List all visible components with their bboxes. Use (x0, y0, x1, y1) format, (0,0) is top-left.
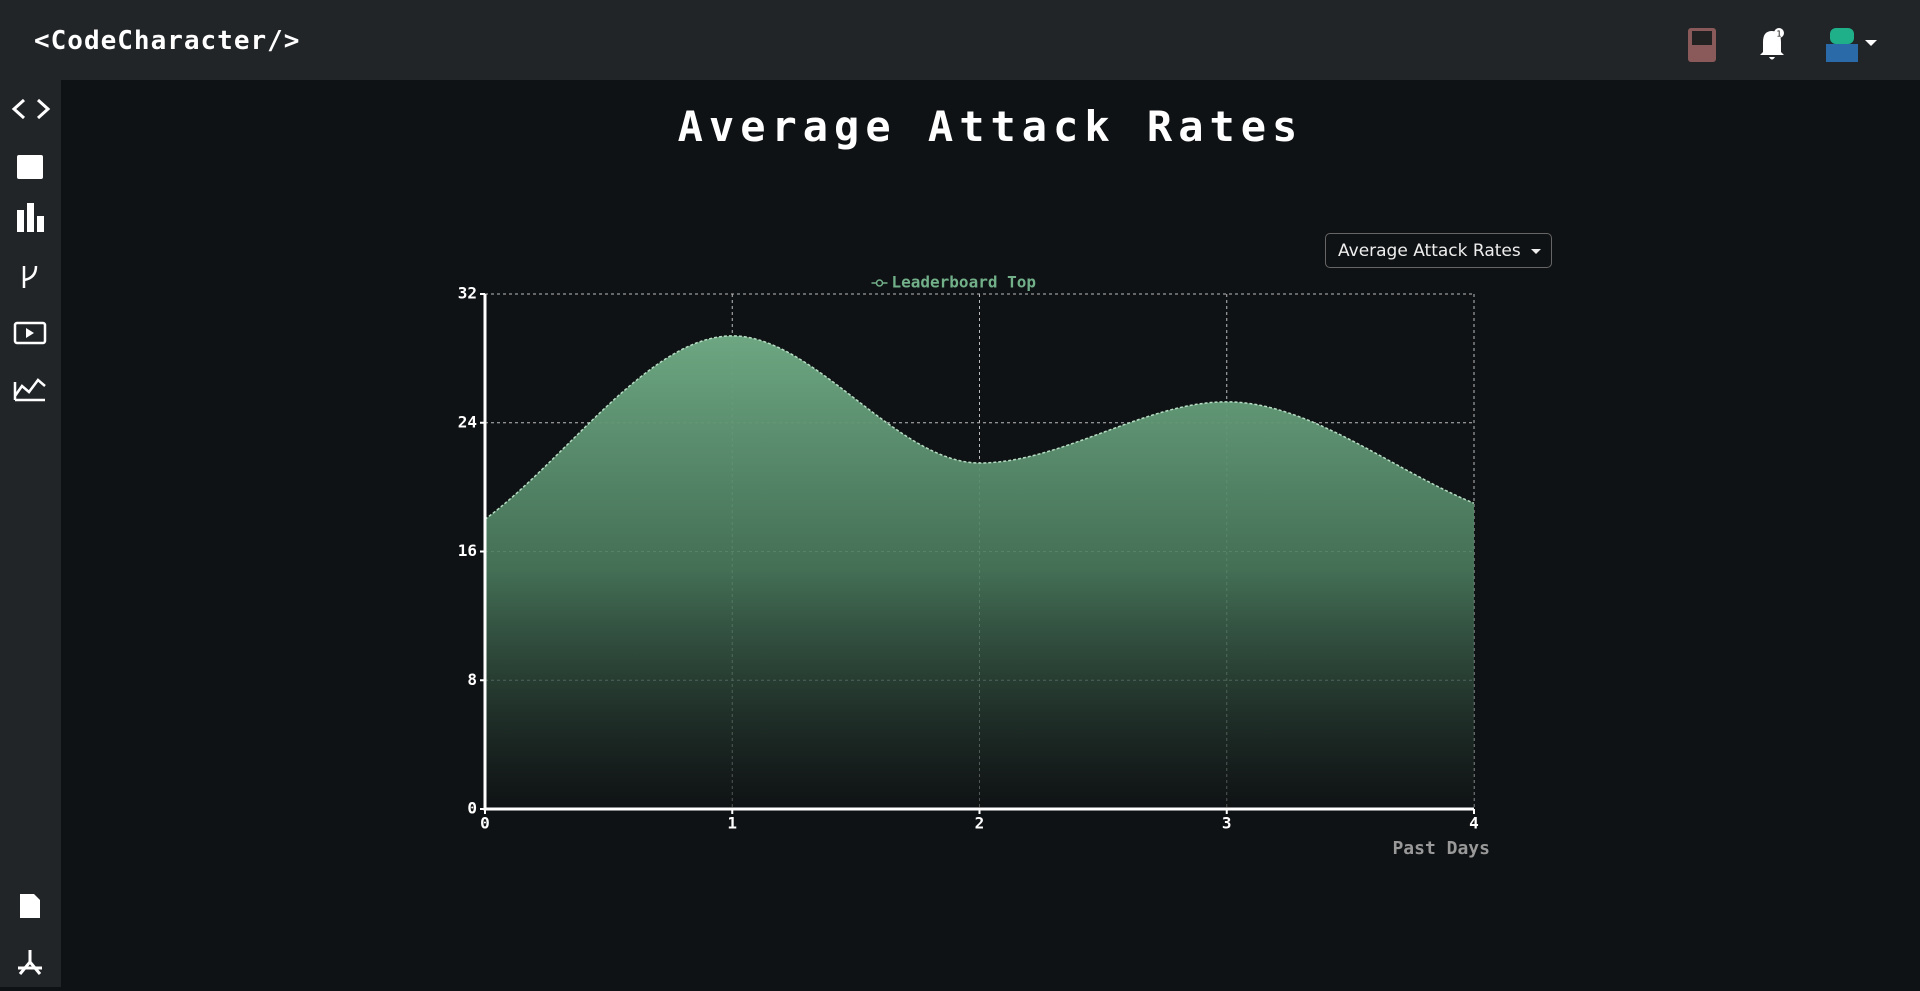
map-icon[interactable] (17, 155, 43, 179)
bell-icon[interactable] (1760, 31, 1784, 60)
x-tick-label: 3 (1222, 814, 1232, 833)
avatar-body (1826, 44, 1858, 62)
replay-icon[interactable] (13, 321, 47, 345)
replay-icon-play (26, 328, 34, 338)
stats-icon[interactable] (13, 378, 46, 402)
brand[interactable]: <CodeCharacter/> (34, 26, 301, 56)
y-tick-label: 8 (467, 670, 477, 689)
leaderboard-icon[interactable] (17, 210, 24, 232)
settings-icon[interactable] (18, 950, 42, 975)
top-icons: 1 (1688, 28, 1877, 62)
leaderboard-icon-bar (37, 216, 44, 232)
code-icon[interactable] (11, 98, 51, 120)
chart-dropdown[interactable]: Average Attack Rates (1325, 233, 1552, 268)
x-tick-label: 2 (975, 814, 985, 833)
badge-count: 1 (1776, 30, 1781, 39)
y-tick-label: 16 (458, 541, 477, 560)
docs-icon-screen (1692, 31, 1712, 45)
top-bar: <CodeCharacter/> 1 (0, 0, 1920, 80)
x-tick-label: 0 (480, 814, 490, 833)
badge (1774, 28, 1784, 38)
avatar[interactable] (1830, 28, 1854, 44)
avatar-caret (1865, 40, 1877, 46)
branch-icon[interactable] (22, 265, 38, 288)
x-axis-label: Past Days (1392, 838, 1490, 859)
legend-label: Leaderboard Top (892, 273, 1037, 292)
sidebar (0, 80, 61, 987)
y-tick-label: 0 (467, 799, 477, 818)
y-tick-label: 32 (458, 284, 477, 303)
docs-side-icon[interactable] (20, 894, 40, 918)
chart-title: Average Attack Rates (677, 102, 1304, 151)
leaderboard-icon-bar (27, 203, 34, 232)
legend-marker (875, 279, 884, 287)
x-tick-label: 4 (1469, 814, 1479, 833)
x-tick-label: 1 (727, 814, 737, 833)
area (485, 335, 1474, 809)
y-tick-label: 24 (458, 412, 477, 431)
sidebar-icons (11, 98, 51, 975)
